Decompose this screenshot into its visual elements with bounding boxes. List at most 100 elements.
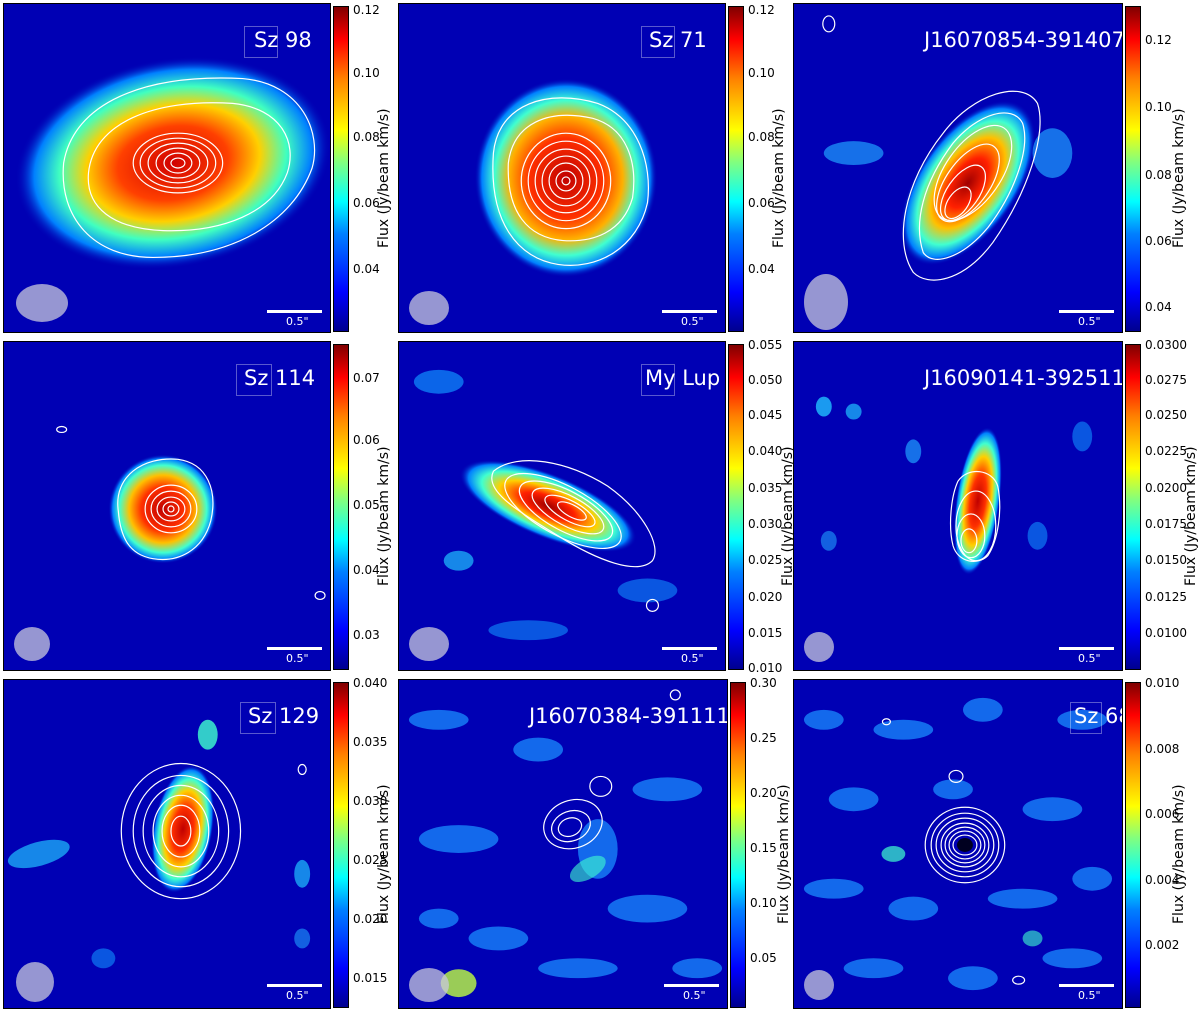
flux-map: J16090141-3925119 0.5" <box>793 341 1123 671</box>
colorbar-tick: 0.06 <box>353 196 380 210</box>
colorbar-tick: 0.04 <box>1145 300 1172 314</box>
flux-image <box>794 342 1122 670</box>
source-label: Sz 71 <box>649 28 707 52</box>
panel-j16070384: J16070384-3911113 0.5" 0.30 0.25 0.20 0.… <box>398 676 793 1015</box>
flux-image <box>794 680 1122 1008</box>
colorbar-tick: 0.020 <box>353 912 388 926</box>
colorbar <box>1125 344 1141 670</box>
source-label: My Lup <box>645 366 721 390</box>
colorbar-tick: 0.045 <box>748 408 783 422</box>
colorbar <box>728 344 744 670</box>
colorbar-tick: 0.10 <box>1145 100 1172 114</box>
colorbar-tick: 0.025 <box>748 553 783 567</box>
colorbar-tick: 0.035 <box>353 735 388 749</box>
scale-label: 0.5" <box>286 989 309 1002</box>
colorbar <box>333 6 349 332</box>
flux-image <box>4 342 330 670</box>
colorbar-tick: 0.04 <box>353 262 380 276</box>
scale-bar <box>1059 984 1114 987</box>
scale-bar <box>267 984 322 987</box>
colorbar-tick: 0.0200 <box>1145 481 1187 495</box>
flux-map: My Lup 0.5" <box>398 341 726 671</box>
flux-image <box>794 4 1122 332</box>
scale-label: 0.5" <box>1078 652 1101 665</box>
scale-label: 0.5" <box>683 989 706 1002</box>
scale-bar <box>267 310 322 313</box>
colorbar-tick: 0.12 <box>1145 33 1172 47</box>
scale-bar <box>662 647 717 650</box>
beam-ellipse <box>16 284 68 322</box>
colorbar-tick: 0.035 <box>748 481 783 495</box>
colorbar-tick: 0.006 <box>1145 807 1180 821</box>
colorbar-tick: 0.08 <box>353 130 380 144</box>
flux-image <box>399 680 727 1008</box>
colorbar-tick: 0.30 <box>750 676 777 690</box>
colorbar <box>333 682 349 1008</box>
scale-label: 0.5" <box>1078 989 1101 1002</box>
panel-sz114: Sz 114 0.5" 0.07 0.06 0.05 0.04 0.03 Flu… <box>3 341 393 674</box>
colorbar <box>333 344 349 670</box>
beam-ellipse <box>804 274 848 330</box>
colorbar-tick: 0.004 <box>1145 873 1180 887</box>
colorbar-tick: 0.05 <box>353 498 380 512</box>
colorbar-tick: 0.015 <box>748 626 783 640</box>
label-box <box>244 26 278 58</box>
panel-j16070854: J16070854-3914075 0.5" 0.12 0.10 0.08 0.… <box>793 3 1198 336</box>
colorbar-tick: 0.06 <box>353 433 380 447</box>
colorbar-tick: 0.0300 <box>1145 338 1187 352</box>
label-box <box>1070 702 1102 734</box>
label-box <box>236 364 272 396</box>
colorbar-tick: 0.10 <box>353 66 380 80</box>
flux-map: J16070854-3914075 0.5" <box>793 3 1123 333</box>
scale-bar <box>1059 310 1114 313</box>
colorbar-label: Flux (Jy/beam km/s) <box>776 784 792 924</box>
colorbar-label: Flux (Jy/beam km/s) <box>376 446 392 586</box>
scale-label: 0.5" <box>681 652 704 665</box>
panel-sz71: Sz 71 0.5" 0.12 0.10 0.08 0.06 0.04 Flux… <box>398 3 788 336</box>
colorbar-label: Flux (Jy/beam km/s) <box>1171 784 1187 924</box>
colorbar-tick: 0.10 <box>750 896 777 910</box>
colorbar-tick: 0.0125 <box>1145 590 1187 604</box>
scale-bar <box>267 647 322 650</box>
flux-image <box>399 4 725 332</box>
colorbar-tick: 0.015 <box>353 971 388 985</box>
beam-ellipse <box>409 968 449 1002</box>
colorbar <box>1125 682 1141 1008</box>
colorbar-tick: 0.050 <box>748 373 783 387</box>
colorbar-tick: 0.20 <box>750 786 777 800</box>
scale-label: 0.5" <box>1078 315 1101 328</box>
colorbar-tick: 0.008 <box>1145 742 1180 756</box>
colorbar-tick: 0.06 <box>748 196 775 210</box>
source-label: Sz 98 <box>254 28 312 52</box>
colorbar-label: Flux (Jy/beam km/s) <box>376 108 392 248</box>
flux-map: Sz 129 0.5" <box>3 679 331 1009</box>
colorbar-label: Flux (Jy/beam km/s) <box>771 108 787 248</box>
colorbar <box>728 6 744 332</box>
colorbar-tick: 0.10 <box>748 66 775 80</box>
colorbar-tick: 0.08 <box>748 130 775 144</box>
colorbar-tick: 0.040 <box>748 444 783 458</box>
source-label: J16070854-3914075 <box>924 28 1123 52</box>
source-label: J16090141-3925119 <box>924 366 1123 390</box>
source-label: Sz 68 <box>1074 704 1122 728</box>
colorbar-tick: 0.15 <box>750 841 777 855</box>
colorbar-tick: 0.0250 <box>1145 408 1187 422</box>
colorbar-tick: 0.06 <box>1145 234 1172 248</box>
flux-map: Sz 98 0.5" <box>3 3 331 333</box>
colorbar-tick: 0.0175 <box>1145 517 1187 531</box>
colorbar-tick: 0.0275 <box>1145 373 1187 387</box>
colorbar-tick: 0.030 <box>748 517 783 531</box>
flux-map: Sz 114 0.5" <box>3 341 331 671</box>
flux-image <box>4 4 330 332</box>
colorbar-tick: 0.002 <box>1145 938 1180 952</box>
colorbar-tick: 0.020 <box>748 590 783 604</box>
panel-j16090141: J16090141-3925119 0.5" 0.0300 0.0275 0.0… <box>793 338 1199 674</box>
label-box <box>641 26 675 58</box>
flux-image <box>4 680 330 1008</box>
beam-ellipse <box>804 970 834 1000</box>
beam-ellipse <box>14 627 50 661</box>
colorbar-label: Flux (Jy/beam km/s) <box>376 784 392 924</box>
scale-label: 0.5" <box>286 652 309 665</box>
label-box <box>641 364 675 396</box>
beam-ellipse <box>409 627 449 661</box>
